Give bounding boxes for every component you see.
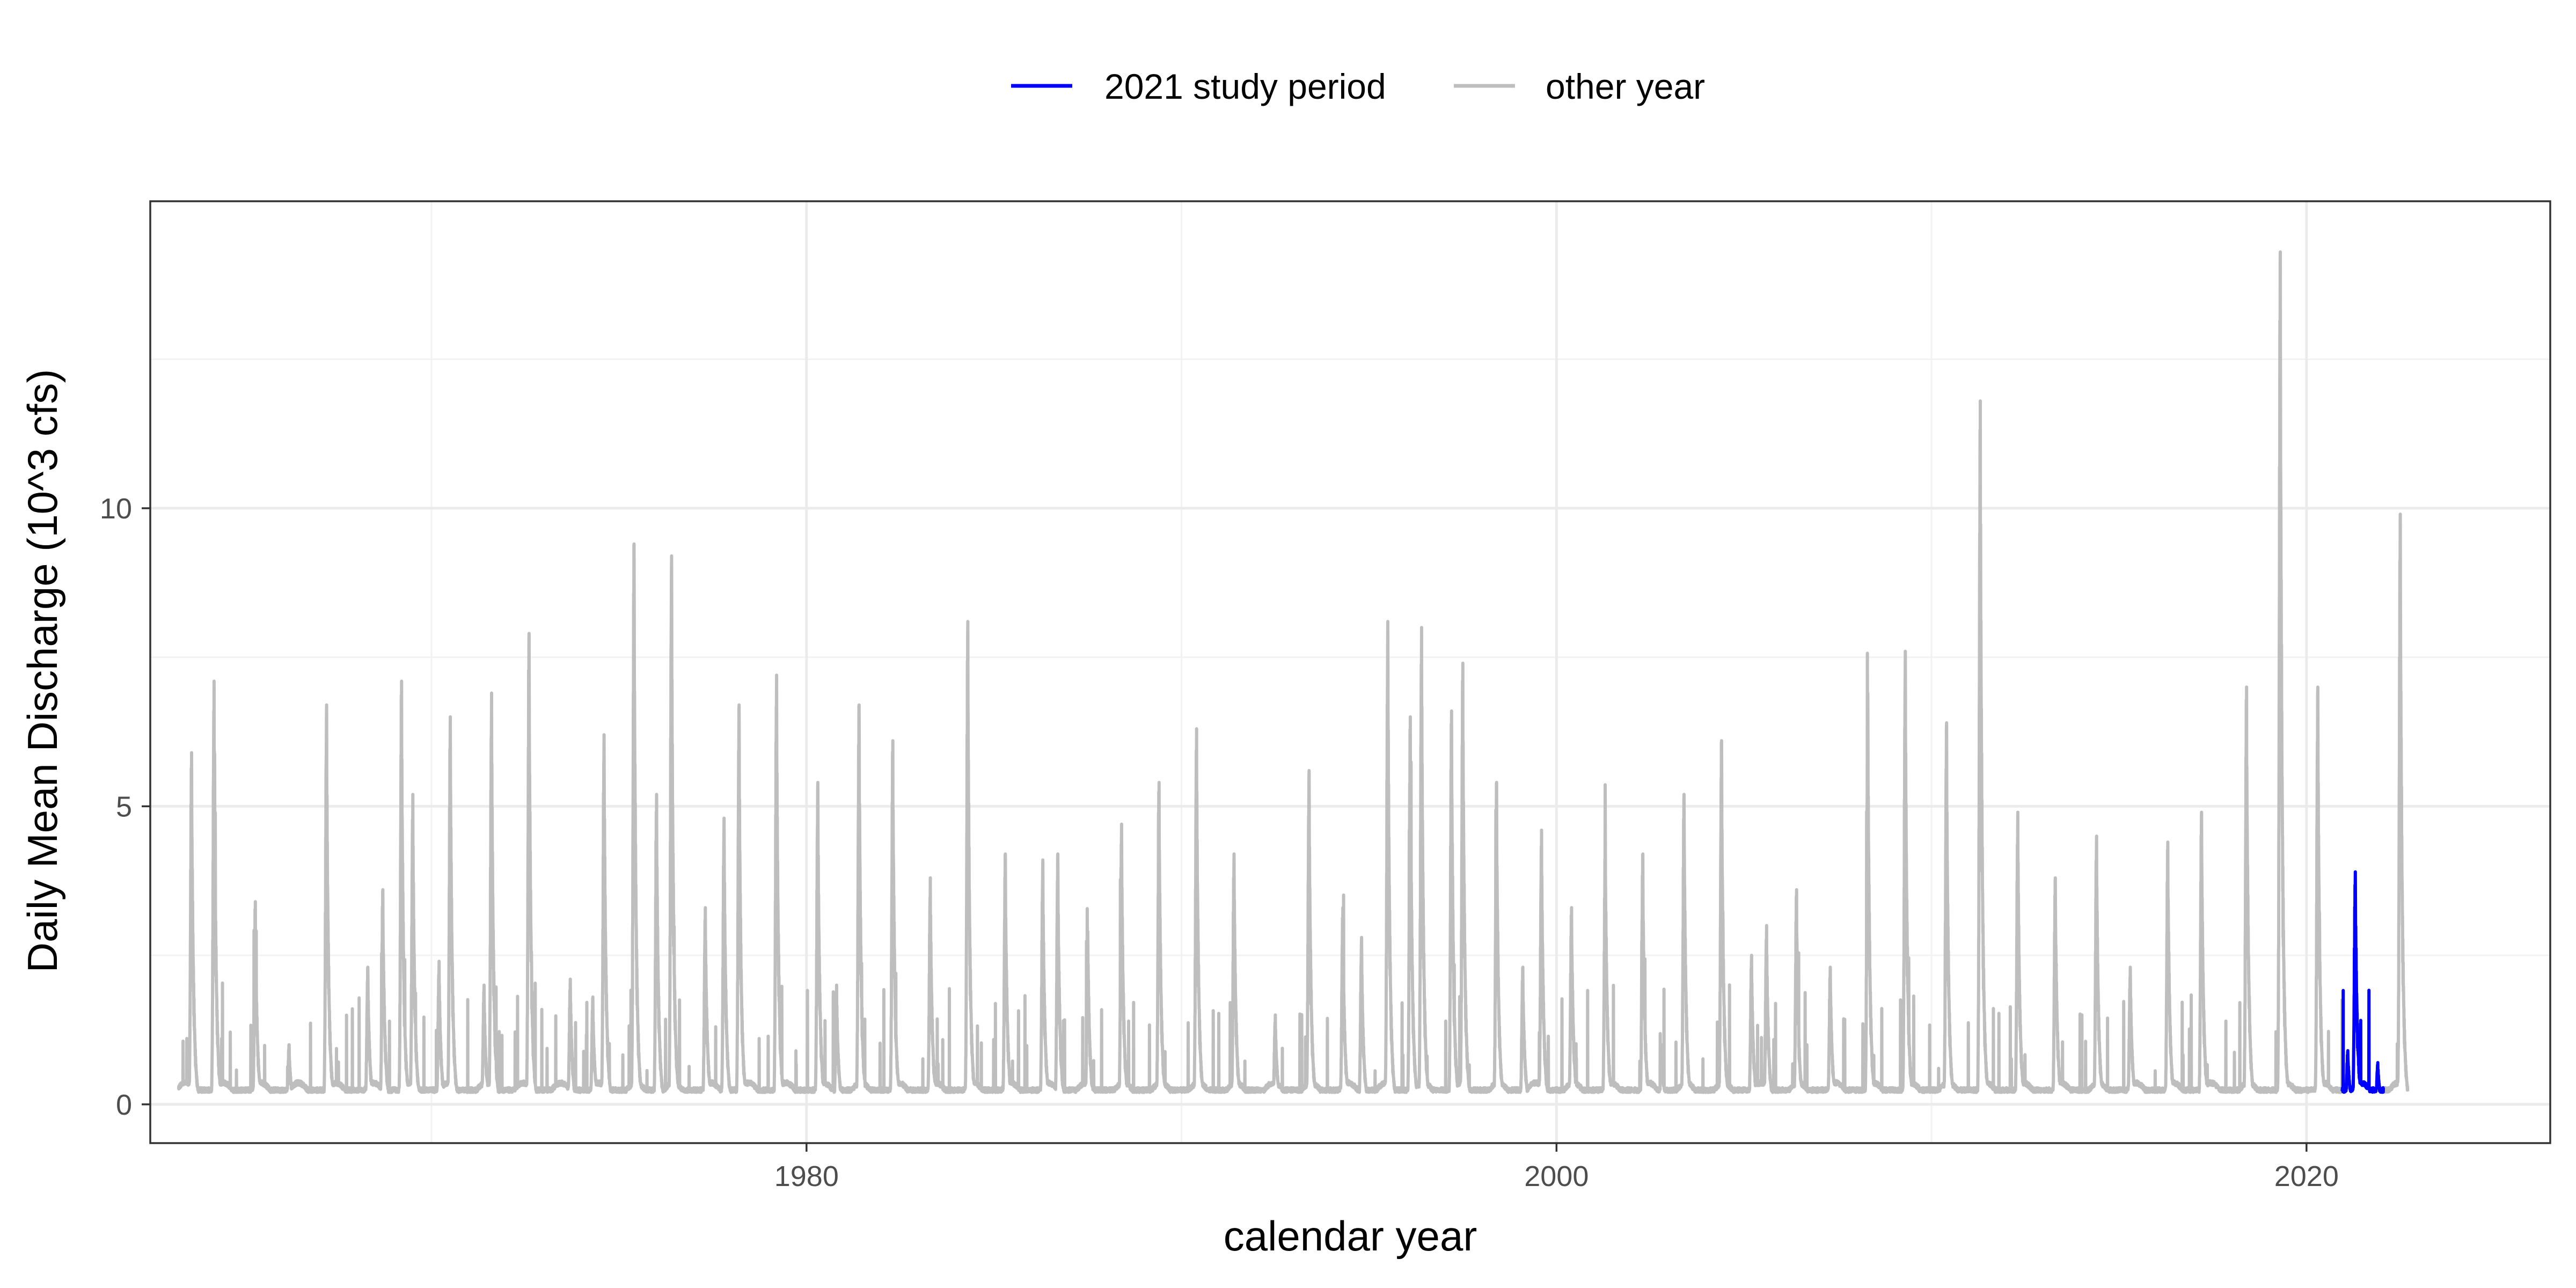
x-tick-label-2000: 2000 (1524, 1160, 1589, 1192)
x-tick-label-2020: 2020 (2274, 1160, 2339, 1192)
series-other-year-line-2 (2382, 513, 2410, 1094)
y-axis-title: Daily Mean Discharge (10^3 cfs) (19, 369, 66, 973)
panel-border (149, 200, 2551, 1144)
series-study-period-line (2340, 870, 2385, 1094)
y-tick-label-5: 5 (116, 791, 132, 823)
legend-label-other-year: other year (1546, 67, 1705, 106)
x-tick-label-1980: 1980 (774, 1160, 839, 1192)
y-tick-label-0: 0 (116, 1089, 132, 1121)
series-other-year-line-1 (177, 250, 2344, 1094)
grid-major (150, 201, 2550, 1143)
x-axis: 1980 2000 2020 (774, 1143, 2339, 1192)
grid-minor (150, 201, 2550, 1143)
x-tick-1980: 1980 (774, 1143, 839, 1192)
x-axis-title: calendar year (1224, 1212, 1477, 1260)
legend-label-study-period: 2021 study period (1104, 67, 1386, 106)
y-axis: 0 5 10 (100, 493, 150, 1121)
series-layer (177, 250, 2410, 1094)
legend: 2021 study period other year (1011, 67, 1705, 106)
y-tick-0: 0 (116, 1089, 150, 1121)
y-tick-label-10: 10 (100, 493, 132, 525)
plot-panel (149, 200, 2551, 1144)
x-tick-2000: 2000 (1524, 1143, 1589, 1192)
y-tick-10: 10 (100, 493, 150, 525)
y-tick-5: 5 (116, 791, 150, 823)
x-tick-2020: 2020 (2274, 1143, 2339, 1192)
